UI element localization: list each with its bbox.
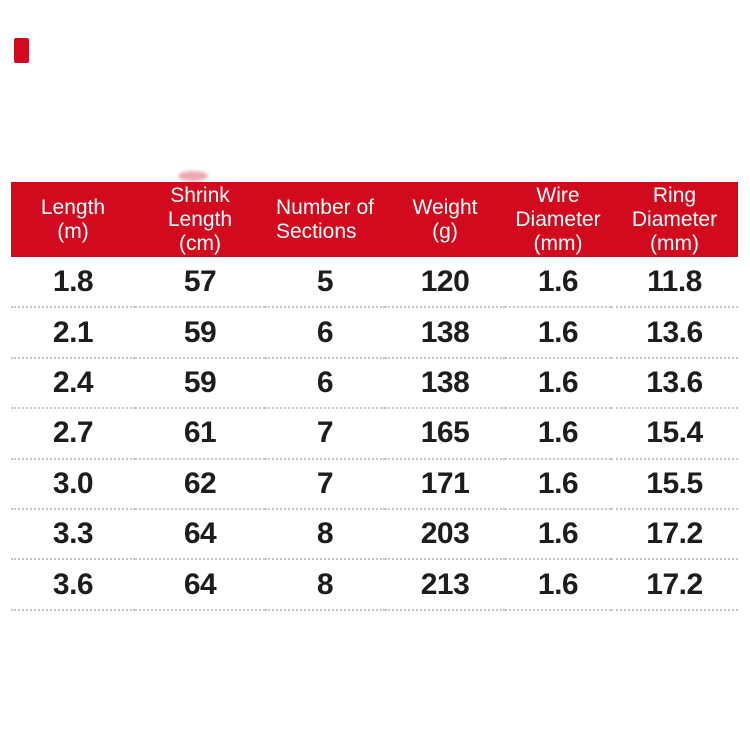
col-header-ring-diameter: Ring Diameter (mm) — [611, 182, 738, 257]
cell-wire-diameter: 1.6 — [505, 508, 611, 561]
cell-shrink-length: 57 — [135, 257, 265, 309]
cell-shrink-length: 59 — [135, 357, 265, 410]
cell-weight: 171 — [385, 458, 505, 510]
header-line: Diameter — [515, 207, 601, 231]
cell-length: 3.6 — [11, 559, 135, 611]
cell-weight: 120 — [385, 257, 505, 309]
cell-length: 1.8 — [11, 257, 135, 309]
header-line: (mm) — [650, 231, 699, 255]
cell-ring-diameter: 17.2 — [611, 559, 738, 611]
table-row: 3.3 64 8 203 1.6 17.2 — [11, 508, 738, 561]
cell-length: 3.3 — [11, 508, 135, 561]
cell-sections: 6 — [265, 307, 385, 359]
cell-shrink-length: 62 — [135, 458, 265, 510]
red-smudge-artifact — [178, 171, 208, 181]
cell-wire-diameter: 1.6 — [505, 257, 611, 309]
header-line: Length — [167, 207, 233, 231]
header-line: Number of — [275, 195, 375, 219]
cell-wire-diameter: 1.6 — [505, 458, 611, 510]
cell-wire-diameter: 1.6 — [505, 357, 611, 410]
col-header-length: Length (m) — [11, 182, 135, 257]
cell-weight: 138 — [385, 307, 505, 359]
cell-weight: 213 — [385, 559, 505, 611]
col-header-shrink-length: Shrink Length (cm) — [135, 182, 265, 257]
col-header-wire-diameter: Wire Diameter (mm) — [505, 182, 611, 257]
cell-ring-diameter: 17.2 — [611, 508, 738, 561]
cell-wire-diameter: 1.6 — [505, 408, 611, 460]
header-row: Length (m) Shrink Length (cm) Number of … — [11, 182, 738, 257]
cell-sections: 7 — [265, 408, 385, 460]
header-line: Shrink — [170, 183, 230, 207]
cell-weight: 165 — [385, 408, 505, 460]
cell-ring-diameter: 15.4 — [611, 408, 738, 460]
cell-shrink-length: 59 — [135, 307, 265, 359]
cell-sections: 8 — [265, 559, 385, 611]
table-row: 2.4 59 6 138 1.6 13.6 — [11, 357, 738, 410]
header-line: (g) — [432, 219, 458, 243]
col-header-number-of-sections: Number of Sections — [265, 182, 385, 257]
table-row: 2.7 61 7 165 1.6 15.4 — [11, 408, 738, 460]
table-row: 3.0 62 7 171 1.6 15.5 — [11, 458, 738, 510]
header-line: Weight — [412, 195, 478, 219]
red-corner-mark — [14, 38, 29, 63]
table-row: 1.8 57 5 120 1.6 11.8 — [11, 257, 738, 309]
cell-sections: 6 — [265, 357, 385, 410]
header-line: Wire — [536, 183, 580, 207]
cell-ring-diameter: 13.6 — [611, 357, 738, 410]
cell-wire-diameter: 1.6 — [505, 307, 611, 359]
cell-weight: 138 — [385, 357, 505, 410]
cell-length: 2.4 — [11, 357, 135, 410]
header-line: (mm) — [533, 231, 583, 255]
cell-shrink-length: 64 — [135, 559, 265, 611]
col-header-weight: Weight (g) — [385, 182, 505, 257]
cell-wire-diameter: 1.6 — [505, 559, 611, 611]
header-line: (cm) — [179, 231, 221, 255]
table-row: 3.6 64 8 213 1.6 17.2 — [11, 559, 738, 611]
header-line: Length — [40, 195, 106, 219]
cell-shrink-length: 64 — [135, 508, 265, 561]
spec-table: Length (m) Shrink Length (cm) Number of … — [11, 182, 738, 611]
table-row: 2.1 59 6 138 1.6 13.6 — [11, 307, 738, 359]
cell-ring-diameter: 15.5 — [611, 458, 738, 510]
header-line: Ring — [652, 183, 697, 207]
cell-length: 2.1 — [11, 307, 135, 359]
cell-length: 2.7 — [11, 408, 135, 460]
cell-sections: 5 — [265, 257, 385, 309]
cell-sections: 8 — [265, 508, 385, 561]
header-line: Diameter — [631, 207, 718, 231]
cell-weight: 203 — [385, 508, 505, 561]
cell-sections: 7 — [265, 458, 385, 510]
header-line: Sections — [275, 219, 357, 243]
header-line: (m) — [57, 219, 89, 243]
cell-ring-diameter: 11.8 — [611, 257, 738, 309]
cell-ring-diameter: 13.6 — [611, 307, 738, 359]
cell-shrink-length: 61 — [135, 408, 265, 460]
cell-length: 3.0 — [11, 458, 135, 510]
